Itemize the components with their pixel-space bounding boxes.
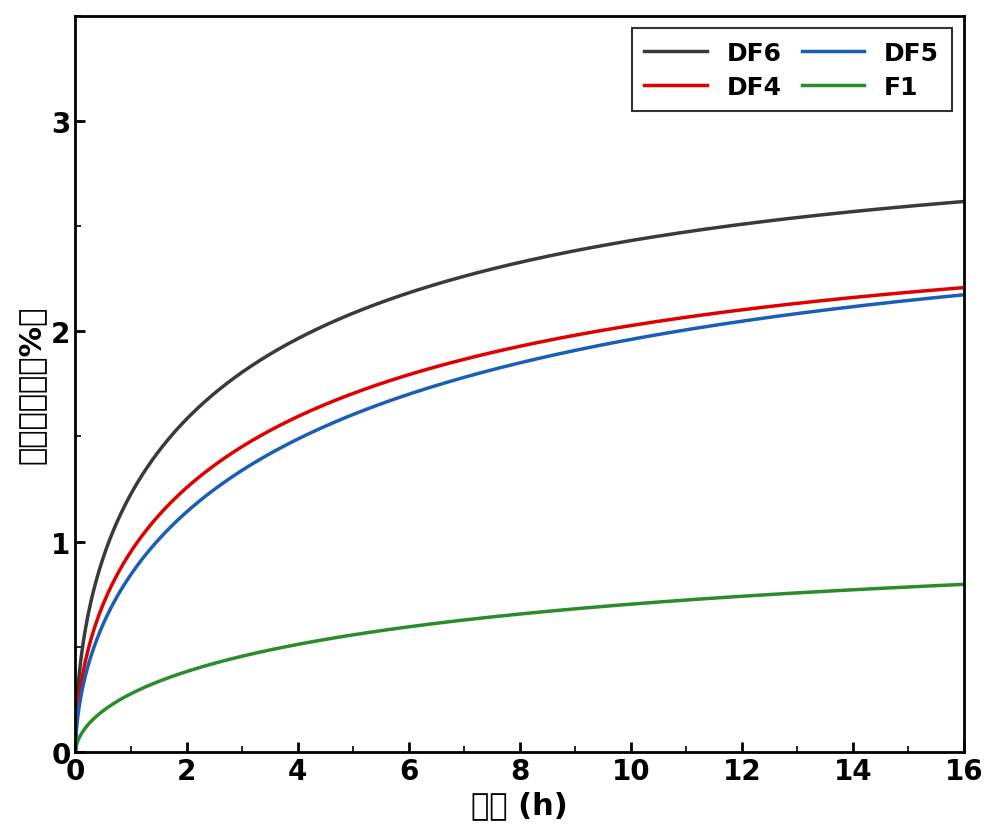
F1 bbox=[932, 581, 944, 591]
Line: DF6: DF6 bbox=[75, 202, 964, 752]
F1 bbox=[478, 613, 490, 623]
DF5 bbox=[958, 290, 970, 300]
Line: DF4: DF4 bbox=[75, 288, 964, 752]
DF4 bbox=[115, 563, 127, 573]
DF6 bbox=[958, 197, 970, 207]
DF5 bbox=[932, 293, 944, 303]
F1 bbox=[769, 589, 781, 599]
Line: DF5: DF5 bbox=[75, 295, 964, 752]
DF5 bbox=[502, 361, 514, 371]
Line: F1: F1 bbox=[75, 584, 964, 752]
Legend: DF6, DF4, DF5, F1: DF6, DF4, DF5, F1 bbox=[632, 29, 952, 112]
DF5 bbox=[69, 747, 81, 757]
DF5 bbox=[478, 368, 490, 378]
F1 bbox=[932, 581, 944, 591]
DF4 bbox=[932, 285, 944, 295]
F1 bbox=[502, 610, 514, 620]
DF5 bbox=[932, 293, 944, 303]
DF6 bbox=[115, 509, 127, 519]
F1 bbox=[115, 695, 127, 705]
F1 bbox=[69, 747, 81, 757]
DF6 bbox=[932, 200, 944, 210]
DF4 bbox=[769, 302, 781, 312]
X-axis label: 时间 (h): 时间 (h) bbox=[471, 790, 568, 819]
DF6 bbox=[478, 267, 490, 277]
DF6 bbox=[502, 261, 514, 271]
DF6 bbox=[932, 200, 944, 210]
DF4 bbox=[69, 747, 81, 757]
DF4 bbox=[478, 350, 490, 360]
DF6 bbox=[769, 216, 781, 226]
DF4 bbox=[502, 344, 514, 354]
DF5 bbox=[769, 312, 781, 322]
DF4 bbox=[932, 285, 944, 295]
DF5 bbox=[115, 585, 127, 595]
DF4 bbox=[958, 283, 970, 293]
F1 bbox=[958, 579, 970, 589]
Y-axis label: 线性膨胀率（%）: 线性膨胀率（%） bbox=[17, 305, 46, 463]
DF6 bbox=[69, 747, 81, 757]
